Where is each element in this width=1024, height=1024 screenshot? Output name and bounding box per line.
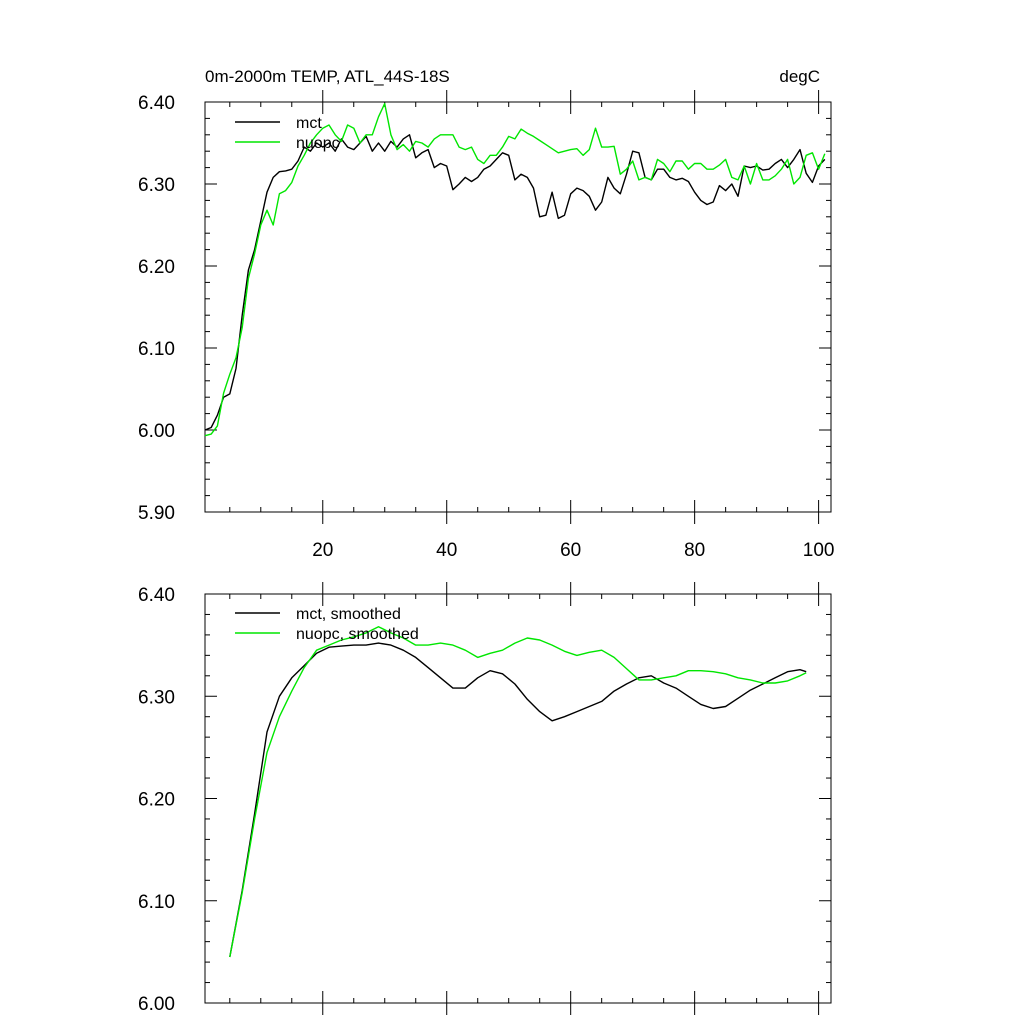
y-tick-label: 6.40 xyxy=(138,93,175,114)
plot-frame xyxy=(204,593,832,1004)
chart-units: degC xyxy=(779,67,820,86)
plot-frame xyxy=(204,101,832,513)
y-tick-label: 6.20 xyxy=(138,257,175,278)
legend-label: nuopc xyxy=(296,135,340,152)
x-tick-label: 60 xyxy=(560,540,581,561)
top-panel: 20 40 60 80 100 5.90 6.00 6.10 6.20 6.30 6.40 mct nu… xyxy=(138,90,834,561)
legend-label: mct xyxy=(296,115,322,132)
y-tick-label: 6.00 xyxy=(138,421,175,442)
y-tick-label: 6.40 xyxy=(138,585,175,606)
y-tick-label: 6.30 xyxy=(138,687,175,708)
series-line-nuopc xyxy=(229,626,807,958)
y-tick-label: 5.90 xyxy=(138,503,175,524)
chart-title: 0m-2000m TEMP, ATL_44S-18S xyxy=(205,67,450,86)
series-line-nuopc xyxy=(204,102,826,437)
bottom-panel: 6.00 6.10 6.20 6.30 6.40 mct, smoothed nuopc, … xyxy=(138,582,832,1015)
legend-label: mct, smoothed xyxy=(296,606,401,623)
series-line-mct xyxy=(229,642,807,958)
y-tick-label: 6.30 xyxy=(138,175,175,196)
series-line-mct xyxy=(204,134,826,431)
y-tick-label: 6.10 xyxy=(138,892,175,913)
legend-label: nuopc, smoothed xyxy=(296,626,419,643)
x-tick-label: 40 xyxy=(436,540,457,561)
x-tick-label: 20 xyxy=(312,540,333,561)
y-tick-label: 6.00 xyxy=(138,994,175,1015)
x-tick-label: 100 xyxy=(803,540,835,561)
y-tick-label: 6.20 xyxy=(138,790,175,811)
y-tick-label: 6.10 xyxy=(138,339,175,360)
x-tick-label: 80 xyxy=(684,540,705,561)
